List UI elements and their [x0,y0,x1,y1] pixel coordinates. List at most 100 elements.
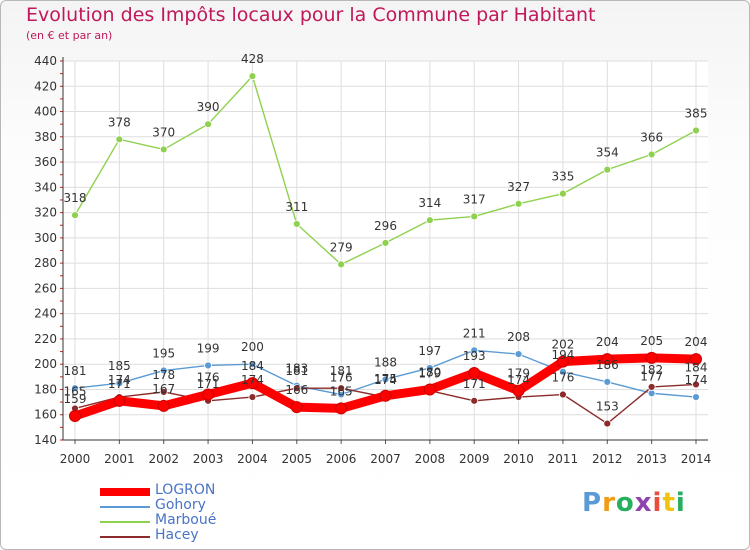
data-point-logron[interactable] [113,394,126,407]
data-point-marboué[interactable] [115,135,124,144]
data-label: 200 [241,340,264,354]
data-label: 311 [285,200,308,214]
data-point-logron[interactable] [69,409,81,422]
data-point-logron[interactable] [690,353,702,366]
data-point-logron[interactable] [512,384,525,397]
y-tick-label: 400 [34,105,57,119]
data-label: 181 [285,364,308,378]
y-tick-label: 360 [34,155,57,169]
data-label: 165 [330,384,353,398]
data-point-logron[interactable] [468,367,481,380]
data-label: 370 [152,125,175,139]
data-point-gohory[interactable] [381,375,390,384]
data-label: 171 [108,377,131,391]
y-tick-label: 200 [34,357,57,371]
chart-subtitle: (en € et par an) [26,29,113,42]
data-point-hacey[interactable] [647,383,656,391]
data-point-marboué[interactable] [292,220,301,228]
data-point-gohory[interactable] [692,393,700,401]
x-tick-label: 2011 [548,452,579,466]
data-label: 181 [64,364,87,378]
y-tick-label: 340 [34,180,57,194]
data-point-logron[interactable] [423,383,436,396]
data-point-gohory[interactable] [71,384,79,393]
y-tick-label: 380 [34,130,57,144]
x-tick-label: 2006 [326,452,357,466]
data-point-hacey[interactable] [603,419,612,428]
x-tick-label: 2007 [370,452,401,466]
legend-swatch-marboue [100,521,150,523]
data-label: 390 [197,100,220,114]
data-point-logron[interactable] [556,355,569,368]
y-tick-label: 180 [34,382,57,396]
data-point-marboué[interactable] [514,199,523,208]
data-point-gohory[interactable] [425,364,434,372]
data-label: 171 [197,377,220,391]
data-label: 179 [507,367,530,381]
data-point-logron[interactable] [290,401,303,414]
data-label: 204 [685,335,708,349]
data-point-gohory[interactable] [248,360,257,369]
data-point-hacey[interactable] [470,396,479,405]
data-point-marboué[interactable] [381,239,390,247]
proxiti-logo[interactable]: Proxiti [582,488,686,518]
y-tick-label: 160 [34,408,57,422]
data-point-gohory[interactable] [514,350,523,358]
data-point-gohory[interactable] [603,377,612,386]
data-point-marboué[interactable] [204,120,212,129]
legend-swatch-logron [100,488,150,496]
data-point-marboué[interactable] [470,212,479,221]
data-label: 182 [640,363,663,377]
x-tick-label: 2008 [415,452,446,466]
data-point-gohory[interactable] [470,346,479,355]
data-point-logron[interactable] [335,402,348,415]
data-label: 317 [463,192,486,206]
data-point-hacey[interactable] [692,380,700,389]
data-point-hacey[interactable] [559,390,567,399]
data-label: 174 [108,373,131,387]
logo-letter: x [634,488,653,518]
data-label: 184 [685,360,708,374]
data-point-logron[interactable] [202,388,215,401]
x-tick-label: 2005 [282,452,313,466]
data-point-marboué[interactable] [337,260,346,269]
data-point-marboué[interactable] [647,150,656,159]
data-label: 211 [463,326,486,340]
data-point-logron[interactable] [645,351,658,364]
x-tick-label: 2014 [681,452,712,466]
data-label: 171 [463,377,486,391]
data-label: 174 [241,373,264,387]
data-label: 186 [596,358,619,372]
data-point-logron[interactable] [157,399,170,412]
y-tick-label: 240 [34,307,57,321]
data-point-gohory[interactable] [115,379,124,388]
data-label: 195 [152,347,175,361]
data-label: 178 [152,368,175,382]
data-label: 177 [640,369,663,383]
data-label: 184 [241,359,264,373]
data-point-marboué[interactable] [248,72,257,81]
data-point-marboué[interactable] [603,165,612,174]
data-point-gohory[interactable] [559,367,567,376]
data-label: 378 [108,115,131,129]
chart-title: Evolution des Impôts locaux pour la Comm… [26,4,596,26]
data-point-marboué[interactable] [71,211,79,220]
x-tick-label: 2001 [104,452,135,466]
data-point-hacey[interactable] [159,388,168,396]
data-point-marboué[interactable] [559,189,567,198]
data-point-hacey[interactable] [248,393,257,401]
data-point-gohory[interactable] [159,366,168,375]
x-tick-label: 2003 [193,452,224,466]
data-point-hacey[interactable] [337,384,346,393]
data-point-hacey[interactable] [292,384,301,393]
data-point-logron[interactable] [246,377,259,390]
data-point-logron[interactable] [601,353,614,366]
data-point-marboué[interactable] [159,145,168,154]
data-label: 159 [64,392,87,406]
data-point-logron[interactable] [379,389,392,402]
logo-letter: P [582,488,603,518]
data-point-gohory[interactable] [204,361,212,370]
data-point-marboué[interactable] [692,126,700,135]
data-label: 179 [418,367,441,381]
data-point-marboué[interactable] [425,216,434,225]
